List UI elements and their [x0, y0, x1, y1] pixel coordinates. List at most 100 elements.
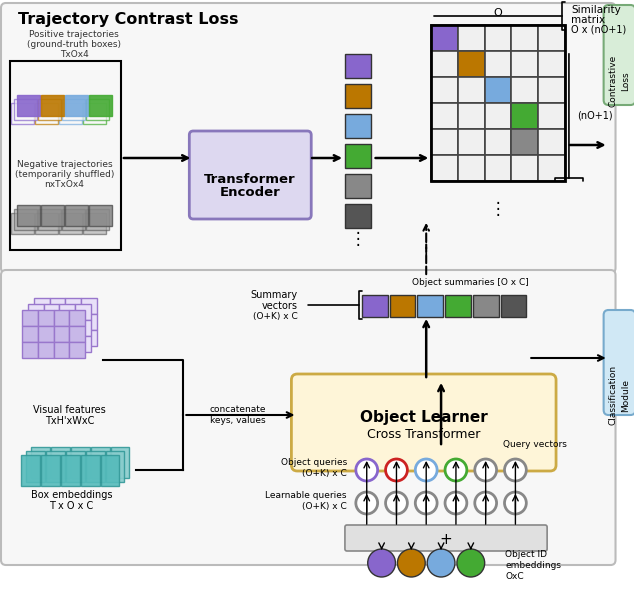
- Bar: [65, 330, 81, 346]
- Bar: [538, 25, 565, 51]
- Circle shape: [356, 459, 378, 481]
- FancyBboxPatch shape: [189, 131, 311, 219]
- Bar: [445, 295, 471, 317]
- Text: Object summaries [O x C]: Object summaries [O x C]: [412, 278, 529, 287]
- Text: ⋮: ⋮: [349, 230, 366, 248]
- FancyBboxPatch shape: [86, 209, 109, 230]
- FancyBboxPatch shape: [59, 213, 82, 234]
- FancyBboxPatch shape: [14, 99, 37, 120]
- Circle shape: [415, 492, 437, 514]
- Text: Query vectors: Query vectors: [503, 440, 567, 449]
- Bar: [362, 295, 388, 317]
- FancyBboxPatch shape: [71, 447, 90, 478]
- Bar: [484, 155, 511, 181]
- Bar: [511, 129, 538, 155]
- Bar: [473, 295, 499, 317]
- Bar: [34, 298, 49, 314]
- Text: Cross Transformer: Cross Transformer: [367, 428, 481, 441]
- Text: O: O: [493, 8, 502, 18]
- Bar: [69, 326, 85, 342]
- Bar: [76, 304, 91, 320]
- Bar: [484, 129, 511, 155]
- Circle shape: [504, 459, 526, 481]
- Bar: [345, 114, 371, 138]
- Bar: [22, 342, 38, 358]
- FancyBboxPatch shape: [21, 454, 40, 486]
- Text: nxTxOx4: nxTxOx4: [45, 180, 84, 189]
- Text: Similarity: Similarity: [571, 5, 621, 15]
- Bar: [458, 77, 484, 103]
- Text: ⋮: ⋮: [490, 200, 506, 218]
- Bar: [431, 155, 458, 181]
- Bar: [81, 298, 97, 314]
- Bar: [538, 129, 565, 155]
- Text: Object ID: Object ID: [506, 550, 547, 559]
- FancyBboxPatch shape: [65, 94, 88, 115]
- FancyBboxPatch shape: [62, 209, 84, 230]
- Bar: [417, 295, 443, 317]
- Bar: [390, 295, 415, 317]
- Circle shape: [385, 459, 408, 481]
- Bar: [345, 174, 371, 198]
- FancyBboxPatch shape: [41, 204, 64, 225]
- Text: (nO+1): (nO+1): [577, 111, 612, 121]
- Text: (O+K) x C: (O+K) x C: [253, 312, 298, 321]
- Text: Encoder: Encoder: [220, 186, 280, 199]
- Bar: [49, 330, 65, 346]
- FancyBboxPatch shape: [12, 103, 34, 123]
- Text: Object queries: Object queries: [281, 458, 347, 467]
- Circle shape: [445, 459, 467, 481]
- Bar: [345, 54, 371, 78]
- Circle shape: [368, 549, 396, 577]
- Text: Object Learner: Object Learner: [360, 410, 488, 425]
- FancyBboxPatch shape: [89, 204, 111, 225]
- Text: (ground-truth boxes): (ground-truth boxes): [28, 40, 122, 49]
- FancyBboxPatch shape: [35, 103, 58, 123]
- Bar: [76, 320, 91, 336]
- FancyBboxPatch shape: [604, 310, 636, 415]
- Bar: [49, 298, 65, 314]
- Bar: [484, 51, 511, 77]
- Circle shape: [427, 549, 455, 577]
- Circle shape: [504, 492, 526, 514]
- Bar: [458, 25, 484, 51]
- Circle shape: [356, 492, 378, 514]
- Bar: [69, 342, 85, 358]
- Text: keys, values: keys, values: [210, 416, 266, 425]
- Bar: [49, 314, 65, 330]
- Circle shape: [457, 549, 484, 577]
- FancyBboxPatch shape: [38, 209, 61, 230]
- Circle shape: [397, 549, 425, 577]
- Text: Learnable queries: Learnable queries: [266, 491, 347, 500]
- FancyBboxPatch shape: [41, 94, 64, 115]
- Bar: [458, 103, 484, 129]
- Text: (temporarily shuffled): (temporarily shuffled): [15, 170, 114, 179]
- Bar: [44, 336, 60, 352]
- Bar: [60, 304, 76, 320]
- Circle shape: [475, 492, 497, 514]
- Bar: [65, 298, 81, 314]
- Text: (O+K) x C: (O+K) x C: [302, 469, 347, 478]
- Bar: [76, 336, 91, 352]
- Text: embeddings: embeddings: [506, 561, 561, 570]
- Text: Trajectory Contrast Loss: Trajectory Contrast Loss: [18, 12, 238, 27]
- Text: Box embeddings: Box embeddings: [31, 490, 112, 500]
- Text: Positive trajectories: Positive trajectories: [29, 30, 119, 39]
- Bar: [458, 51, 484, 77]
- FancyBboxPatch shape: [35, 213, 58, 234]
- Bar: [431, 25, 565, 181]
- FancyBboxPatch shape: [83, 103, 106, 123]
- FancyBboxPatch shape: [41, 454, 60, 486]
- Text: Visual features: Visual features: [33, 405, 106, 415]
- Bar: [431, 25, 458, 51]
- Bar: [538, 155, 565, 181]
- FancyBboxPatch shape: [46, 451, 65, 481]
- Text: TxOx4: TxOx4: [60, 50, 89, 59]
- Bar: [54, 342, 69, 358]
- Bar: [44, 304, 60, 320]
- Bar: [65, 314, 81, 330]
- FancyBboxPatch shape: [111, 447, 129, 478]
- Bar: [38, 310, 54, 326]
- FancyBboxPatch shape: [1, 270, 616, 565]
- Circle shape: [385, 492, 408, 514]
